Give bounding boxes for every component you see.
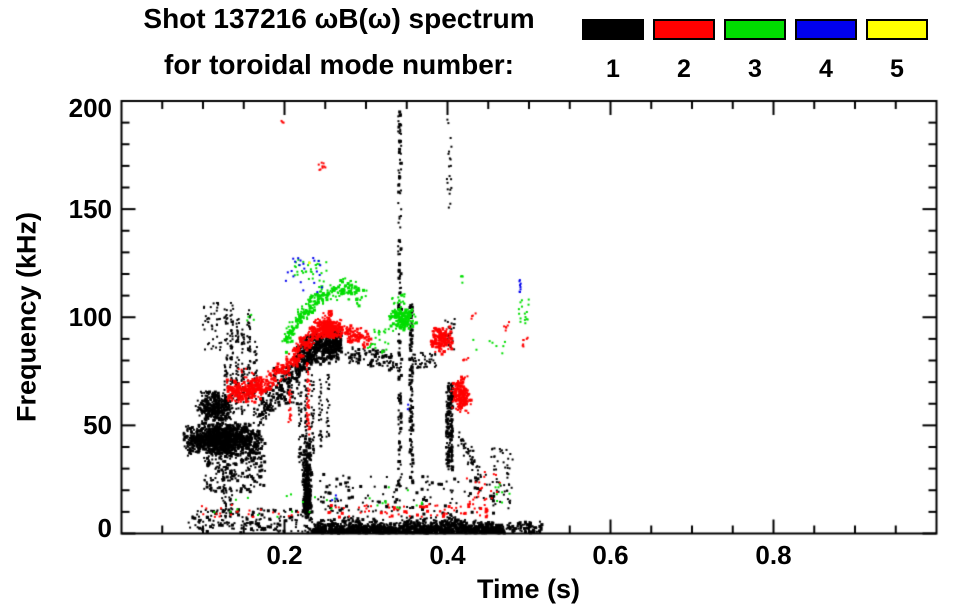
y-axis-label: Frequency (kHz) xyxy=(11,211,42,423)
x-tick-label: 0.4 xyxy=(429,540,466,570)
x-tick-label: 0.6 xyxy=(592,540,629,570)
x-axis-label: Time (s) xyxy=(476,574,581,604)
x-tick-label: 0.8 xyxy=(755,540,792,570)
y-tick-label: 50 xyxy=(83,410,112,441)
y-tick-label: 0 xyxy=(97,512,112,543)
y-tick-label: 150 xyxy=(68,194,112,225)
y-tick-label: 100 xyxy=(68,302,112,333)
x-tick-label: 0.2 xyxy=(266,540,303,570)
y-tick-label: 200 xyxy=(68,93,112,123)
